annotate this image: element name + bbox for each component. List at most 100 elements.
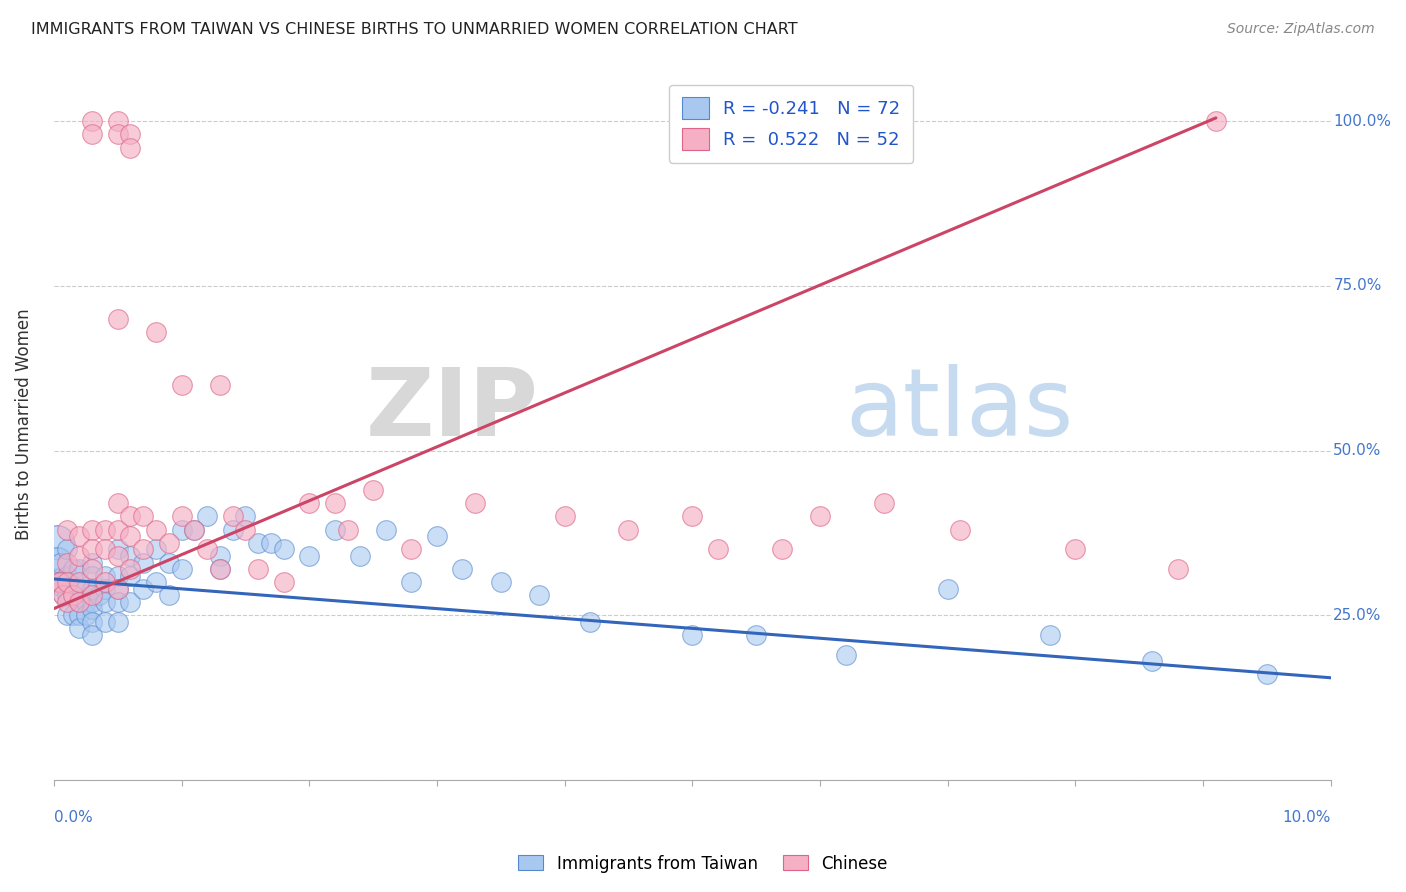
Point	[62, 608, 84, 623]
Point	[120, 562, 142, 576]
Point	[170, 509, 193, 524]
Point	[157, 556, 180, 570]
Point	[62, 589, 84, 603]
Point	[873, 496, 896, 510]
Text: 50.0%: 50.0%	[1333, 443, 1382, 458]
Point	[374, 523, 396, 537]
Point	[55, 568, 77, 582]
Point	[707, 542, 730, 557]
Point	[145, 542, 167, 557]
Point	[94, 523, 117, 537]
Point	[82, 523, 104, 537]
Point	[75, 582, 97, 596]
Point	[52, 589, 75, 603]
Point	[170, 523, 193, 537]
Point	[94, 542, 117, 557]
Point	[107, 582, 129, 596]
Point	[55, 595, 77, 609]
Text: ZIP: ZIP	[366, 364, 538, 456]
Text: 0.0%: 0.0%	[53, 810, 93, 824]
Point	[75, 595, 97, 609]
Point	[157, 535, 180, 549]
Point	[120, 140, 142, 154]
Point	[94, 575, 117, 590]
Point	[75, 608, 97, 623]
Point	[208, 562, 231, 576]
Point	[221, 509, 243, 524]
Point	[46, 556, 69, 570]
Point	[107, 128, 129, 142]
Point	[120, 568, 142, 582]
Point	[145, 523, 167, 537]
Text: Source: ZipAtlas.com: Source: ZipAtlas.com	[1227, 22, 1375, 37]
Point	[170, 377, 193, 392]
Point	[107, 549, 129, 563]
Point	[1039, 628, 1062, 642]
Point	[107, 523, 129, 537]
Point	[82, 556, 104, 570]
Point	[834, 648, 856, 662]
Point	[62, 562, 84, 576]
Point	[67, 549, 90, 563]
Point	[82, 582, 104, 596]
Point	[67, 529, 90, 543]
Point	[183, 523, 205, 537]
Point	[579, 615, 602, 629]
Point	[94, 568, 117, 582]
Point	[67, 608, 90, 623]
Point	[132, 556, 155, 570]
Point	[94, 582, 117, 596]
Point	[145, 575, 167, 590]
Point	[55, 523, 77, 537]
Point	[67, 575, 90, 590]
Point	[208, 377, 231, 392]
Point	[120, 128, 142, 142]
Point	[770, 542, 793, 557]
Point	[67, 595, 90, 609]
Point	[451, 562, 474, 576]
Point	[1205, 114, 1227, 128]
Point	[82, 128, 104, 142]
Text: atlas: atlas	[845, 364, 1074, 456]
Point	[323, 523, 346, 537]
Text: IMMIGRANTS FROM TAIWAN VS CHINESE BIRTHS TO UNMARRIED WOMEN CORRELATION CHART: IMMIGRANTS FROM TAIWAN VS CHINESE BIRTHS…	[31, 22, 797, 37]
Point	[87, 589, 110, 603]
Point	[49, 575, 72, 590]
Point	[107, 582, 129, 596]
Point	[260, 535, 283, 549]
Point	[107, 114, 129, 128]
Point	[401, 575, 423, 590]
Point	[82, 595, 104, 609]
Point	[401, 542, 423, 557]
Point	[426, 529, 449, 543]
Point	[273, 542, 295, 557]
Point	[107, 595, 129, 609]
Point	[67, 621, 90, 635]
Point	[464, 496, 486, 510]
Point	[46, 575, 69, 590]
Point	[55, 608, 77, 623]
Point	[1256, 667, 1278, 681]
Point	[235, 509, 257, 524]
Point	[527, 589, 550, 603]
Legend: R = -0.241   N = 72, R =  0.522   N = 52: R = -0.241 N = 72, R = 0.522 N = 52	[669, 85, 912, 163]
Point	[107, 615, 129, 629]
Point	[82, 542, 104, 557]
Y-axis label: Births to Unmarried Women: Births to Unmarried Women	[15, 309, 32, 540]
Point	[120, 529, 142, 543]
Point	[132, 542, 155, 557]
Point	[208, 549, 231, 563]
Point	[120, 595, 142, 609]
Text: 100.0%: 100.0%	[1333, 113, 1392, 128]
Point	[349, 549, 371, 563]
Point	[94, 595, 117, 609]
Point	[183, 523, 205, 537]
Point	[55, 556, 77, 570]
Point	[949, 523, 972, 537]
Point	[82, 589, 104, 603]
Point	[67, 582, 90, 596]
Point	[554, 509, 576, 524]
Point	[489, 575, 512, 590]
Point	[107, 496, 129, 510]
Point	[49, 575, 72, 590]
